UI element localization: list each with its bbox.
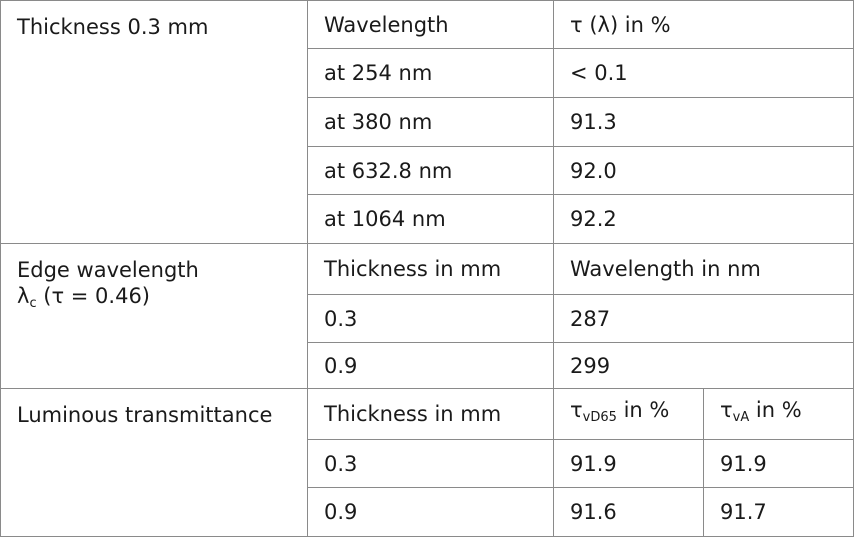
cell-wavelength: at 1064 nm	[307, 194, 554, 244]
cell-transmittance: 92.0	[553, 146, 854, 195]
cell-tau-va: 91.9	[703, 439, 854, 488]
cell-edge-wavelength: 299	[553, 342, 854, 389]
cell-tau-vd65: 91.6	[553, 487, 704, 537]
table-row: at 632.8 nm 92.0	[1, 146, 854, 195]
header-transmittance: τ (λ) in %	[553, 0, 854, 49]
edge-label-line1: Edge wavelength	[17, 258, 199, 282]
table-row: Edge wavelength λc (τ = 0.46) Thickness …	[0, 243, 854, 389]
cell-thickness: 0.9	[307, 342, 554, 389]
cell-transmittance: 92.2	[553, 194, 854, 244]
cell-transmittance: 91.3	[553, 97, 854, 147]
table-row: 0.9 299	[1, 342, 854, 389]
cell-tau-vd65: 91.9	[553, 439, 704, 488]
tau-symbol: τ	[570, 398, 583, 422]
cell-thickness: 0.3	[307, 294, 554, 343]
table-row: 0.3 287	[1, 294, 854, 343]
cell-wavelength: at 380 nm	[307, 97, 554, 147]
tau-subscript: vD65	[582, 410, 617, 425]
section-label-edge-wavelength: Edge wavelength λc (τ = 0.46)	[0, 243, 308, 389]
header-thickness: Thickness in mm	[307, 243, 554, 295]
unit-text: in %	[616, 398, 670, 422]
cell-wavelength: at 254 nm	[307, 48, 554, 98]
section-label-thickness: Thickness 0.3 mm	[0, 0, 308, 244]
edge-label-line2: λc (τ = 0.46)	[17, 283, 297, 317]
table-row: 0.3 91.9 91.9	[1, 439, 854, 488]
cell-thickness: 0.9	[307, 487, 554, 537]
table-row: Thickness 0.3 mm Wavelength τ (λ) in %	[0, 0, 854, 244]
lambda-symbol: λ	[17, 284, 30, 308]
cell-tau-va: 91.7	[703, 487, 854, 537]
lambda-subscript: c	[29, 296, 37, 311]
unit-text: in %	[749, 398, 802, 422]
tau-subscript: vA	[732, 410, 750, 425]
header-tau-va: τvA in %	[703, 388, 854, 440]
header-wavelength: Wavelength	[307, 0, 554, 49]
table-row: at 254 nm < 0.1	[1, 48, 854, 98]
section-label-luminous: Luminous transmittance	[0, 388, 308, 537]
table-row: 0.9 91.6 91.7	[1, 487, 854, 537]
header-thickness: Thickness in mm	[307, 388, 554, 440]
header-wavelength-nm: Wavelength in nm	[553, 243, 854, 295]
header-tau-vd65: τvD65 in %	[553, 388, 704, 440]
cell-edge-wavelength: 287	[553, 294, 854, 343]
tau-symbol: τ	[720, 398, 733, 422]
cell-wavelength: at 632.8 nm	[307, 146, 554, 195]
table-row: Luminous transmittance Thickness in mm τ…	[0, 388, 854, 537]
edge-label-condition: (τ = 0.46)	[36, 284, 151, 308]
cell-thickness: 0.3	[307, 439, 554, 488]
cell-transmittance: < 0.1	[553, 48, 854, 98]
